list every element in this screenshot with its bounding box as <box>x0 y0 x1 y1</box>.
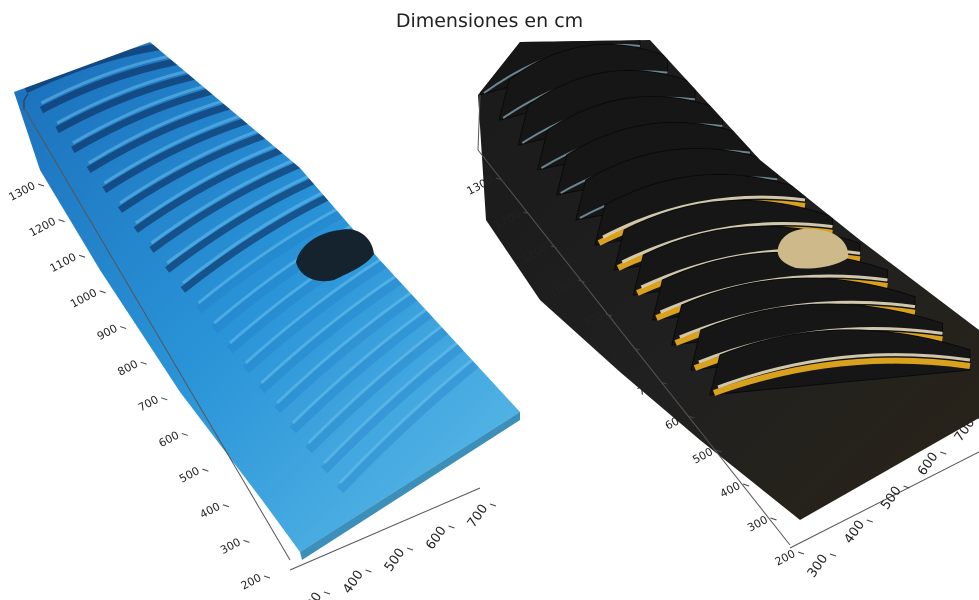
right-yticks-label: 300 <box>745 513 770 534</box>
right-xticks-label: 300 <box>805 552 832 581</box>
left-yticks-mark <box>161 397 168 401</box>
blue-wave-crest <box>149 155 316 253</box>
blue-wave-crest <box>118 126 282 213</box>
blue-wave-surface: 1300 1200 1100 1000 900 800 700 600 500 400 300 200… <box>7 42 520 600</box>
left-xticks-mark <box>365 569 372 573</box>
left-yticks-label: 1100 <box>48 250 79 275</box>
right-xticks-label: 500 <box>878 484 905 513</box>
right-yticks-mark <box>605 313 612 317</box>
gold-wave-highlight <box>717 353 971 389</box>
left-yticks-label: 1200 <box>27 215 58 240</box>
right-xticks-mark <box>903 485 910 489</box>
blue-surface-side <box>300 412 520 560</box>
left-yticks-label: 600 <box>157 429 182 450</box>
right-yticks-mark <box>797 551 805 555</box>
left-yticks-label: 800 <box>115 357 140 378</box>
left-xticks-label: 600 <box>423 524 450 553</box>
gold-wave-highlight <box>602 195 806 239</box>
left-xticks-mark <box>489 503 497 507</box>
left-yticks-label: 400 <box>198 500 223 521</box>
right-xticks-mark <box>940 451 947 455</box>
right-yticks-mark <box>742 483 750 487</box>
right-xticks-label: 400 <box>841 518 868 547</box>
left-yticks-mark <box>243 539 250 543</box>
right-yticks-mark <box>523 211 530 215</box>
gold-wave-fins <box>479 40 971 396</box>
right-yticks-mark <box>715 449 722 453</box>
gold-axes <box>477 94 979 549</box>
left-yticks-mark <box>181 432 188 436</box>
right-yticks-mark <box>660 381 667 385</box>
right-xticks-mark <box>866 519 873 523</box>
right-yticks-mark <box>770 517 777 521</box>
left-yticks-label: 1300 <box>7 179 38 204</box>
left-yticks-mark <box>202 468 209 472</box>
right-yticks-mark <box>495 177 503 181</box>
left-yticks-label: 1000 <box>68 286 99 311</box>
right-xticks-mark <box>829 553 837 557</box>
right-yticks-mark <box>550 245 558 249</box>
gold-wave-surface: 1300120011001000900800700600500400300200… <box>465 40 979 581</box>
gold-obstacle <box>777 228 849 269</box>
right-xticks-mark <box>976 417 979 420</box>
right-yticks-mark <box>688 415 695 419</box>
left-xticks-mark <box>448 525 455 529</box>
gold-wave-highlight <box>621 221 833 264</box>
left-xticks-label: 500 <box>382 546 409 575</box>
left-yticks-mark <box>222 504 230 508</box>
blue-wave-crest <box>133 140 299 233</box>
left-xticks-label: 700 <box>465 502 492 531</box>
blue-obstacle <box>296 229 374 282</box>
left-yticks-label: 200 <box>239 571 264 592</box>
left-yticks-label: 500 <box>177 464 202 485</box>
blue-axes <box>23 93 481 571</box>
left-xticks-label: 300 <box>299 590 326 600</box>
left-yticks-mark <box>120 326 127 330</box>
left-xticks-label: 400 <box>340 568 367 597</box>
left-yticks-label: 700 <box>136 393 161 414</box>
left-yticks-label: 900 <box>95 322 120 343</box>
blue-wave-crest <box>86 98 247 173</box>
blue-wave-crest <box>102 112 264 193</box>
right-xticks-label: 600 <box>915 450 942 479</box>
left-yticks-mark <box>78 254 86 258</box>
left-yticks-mark <box>99 290 106 294</box>
left-yticks-label: 300 <box>218 536 243 557</box>
left-xticks-mark <box>323 591 331 595</box>
right-yticks-label: 400 <box>718 479 743 500</box>
left-yticks-mark <box>263 575 271 579</box>
right-yticks-label: 200 <box>773 547 798 568</box>
gold-wave-crest <box>712 357 971 396</box>
right-yticks-mark <box>578 279 585 283</box>
left-yticks-mark <box>140 361 147 365</box>
left-xticks-mark <box>406 547 414 551</box>
figure-title: Dimensiones en cm <box>395 10 584 32</box>
right-yticks-mark <box>633 347 640 351</box>
left-yticks-mark <box>37 183 45 187</box>
left-yticks-mark <box>58 219 65 223</box>
